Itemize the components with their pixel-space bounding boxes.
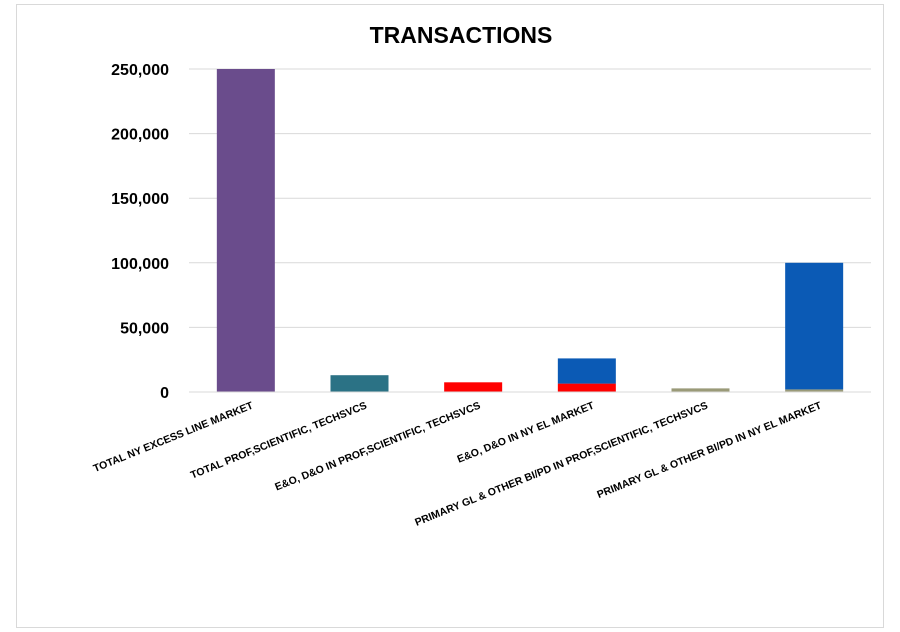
bar-segment bbox=[557, 358, 616, 384]
y-tick-label: 0 bbox=[160, 385, 169, 402]
bar-segment bbox=[216, 69, 275, 392]
chart-title: TRANSACTIONS bbox=[370, 22, 553, 48]
y-tick-label: 250,000 bbox=[111, 62, 169, 79]
y-tick-label: 50,000 bbox=[120, 320, 169, 337]
bars bbox=[216, 69, 844, 392]
gridlines bbox=[189, 68, 871, 328]
y-tick-label: 150,000 bbox=[111, 191, 169, 208]
bar-segment bbox=[557, 383, 616, 392]
bar-segment bbox=[785, 389, 844, 392]
bar-segment bbox=[444, 382, 503, 392]
transactions-chart: TRANSACTIONS 0 50,000 100,000 150,000 200,00… bbox=[92, 22, 871, 529]
bar-segment bbox=[785, 262, 844, 390]
y-axis-tick-labels: 0 50,000 100,000 150,000 200,000 250,000 bbox=[111, 62, 169, 402]
chart-frame: TRANSACTIONS 0 50,000 100,000 150,000 200,00… bbox=[16, 4, 884, 628]
y-tick-label: 200,000 bbox=[111, 127, 169, 144]
x-tick-label: E&O, D&O IN PROF,SCIENTIFIC, TECHSVCS bbox=[273, 400, 482, 494]
x-tick-label: PRIMARY GL & OTHER BI/PD IN NY EL MARKET bbox=[595, 399, 823, 501]
x-tick-label: TOTAL PROF,SCIENTIFIC, TECHSVCS bbox=[189, 400, 369, 482]
bar-segment bbox=[330, 375, 389, 392]
y-tick-label: 100,000 bbox=[111, 256, 169, 273]
bar-segment bbox=[671, 388, 730, 392]
